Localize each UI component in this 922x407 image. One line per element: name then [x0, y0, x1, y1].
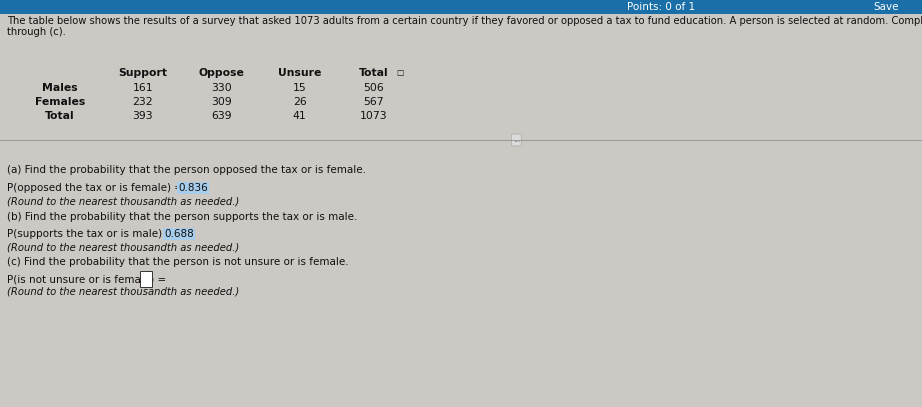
Text: P(opposed the tax or is female) =: P(opposed the tax or is female) =	[7, 183, 186, 193]
Text: P(is not unsure or is female) =: P(is not unsure or is female) =	[7, 274, 170, 284]
Text: (b) Find the probability that the person supports the tax or is male.: (b) Find the probability that the person…	[7, 212, 358, 222]
Text: 330: 330	[211, 83, 231, 93]
Text: 506: 506	[363, 83, 384, 93]
Text: 567: 567	[363, 97, 384, 107]
Text: 0.688: 0.688	[164, 229, 194, 239]
Text: Males: Males	[42, 83, 77, 93]
Text: 15: 15	[293, 83, 306, 93]
Text: Total: Total	[359, 68, 388, 78]
Text: through (c).: through (c).	[7, 27, 66, 37]
Text: ...: ...	[513, 136, 520, 144]
Text: (Round to the nearest thousandth as needed.): (Round to the nearest thousandth as need…	[7, 287, 240, 297]
Text: (a) Find the probability that the person opposed the tax or is female.: (a) Find the probability that the person…	[7, 165, 366, 175]
Text: Females: Females	[35, 97, 85, 107]
Text: Total: Total	[45, 111, 75, 121]
Text: P(supports the tax or is male) =: P(supports the tax or is male) =	[7, 229, 178, 239]
Text: Support: Support	[118, 68, 168, 78]
Text: (Round to the nearest thousandth as needed.): (Round to the nearest thousandth as need…	[7, 196, 240, 206]
Text: 1073: 1073	[360, 111, 387, 121]
Text: 0.836: 0.836	[178, 183, 207, 193]
Text: 309: 309	[211, 97, 231, 107]
Text: Oppose: Oppose	[198, 68, 244, 78]
Text: Unsure: Unsure	[278, 68, 322, 78]
Text: The table below shows the results of a survey that asked 1073 adults from a cert: The table below shows the results of a s…	[7, 16, 922, 26]
Text: Points: 0 of 1: Points: 0 of 1	[627, 2, 695, 12]
Text: 161: 161	[133, 83, 153, 93]
Text: 232: 232	[133, 97, 153, 107]
Text: (Round to the nearest thousandth as needed.): (Round to the nearest thousandth as need…	[7, 242, 240, 252]
Text: 41: 41	[293, 111, 306, 121]
Text: (c) Find the probability that the person is not unsure or is female.: (c) Find the probability that the person…	[7, 257, 349, 267]
Text: 393: 393	[133, 111, 153, 121]
Text: 26: 26	[293, 97, 306, 107]
Text: 639: 639	[211, 111, 231, 121]
Text: Save: Save	[873, 2, 899, 12]
Text: □: □	[396, 68, 404, 77]
